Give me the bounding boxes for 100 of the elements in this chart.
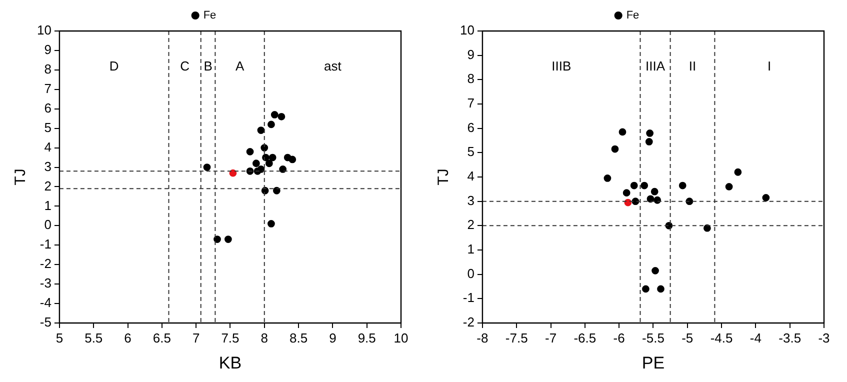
x-tick-label: -6 — [613, 330, 625, 346]
y-tick-label: 7 — [467, 96, 474, 111]
y-tick-label: 6 — [467, 120, 474, 135]
x-tick-label: 10 — [394, 330, 408, 346]
point — [288, 156, 296, 164]
point — [257, 126, 265, 134]
point — [214, 236, 221, 243]
annotation: D — [109, 58, 119, 74]
point — [265, 160, 273, 168]
y-axis-title: TJ — [435, 168, 452, 186]
y-tick-label: 0 — [44, 217, 52, 232]
point — [657, 285, 664, 293]
x-tick-label: 8 — [260, 330, 268, 346]
x-axis-title: PE — [642, 353, 665, 372]
y-tick-label: -2 — [40, 256, 52, 272]
point — [646, 130, 654, 137]
point — [224, 236, 232, 243]
point — [618, 128, 626, 136]
point — [646, 195, 654, 203]
y-tick-label: -2 — [462, 314, 474, 330]
x-tick-label: -5 — [682, 330, 694, 346]
x-tick-label: -4.5 — [710, 330, 733, 346]
annotation: A — [235, 58, 244, 74]
x-tick-label: 9.5 — [358, 330, 376, 346]
point — [229, 169, 237, 177]
point — [257, 166, 265, 173]
x-tick-label: -3.5 — [778, 330, 802, 346]
y-tick-label: 6 — [44, 100, 52, 116]
y-tick-label: 2 — [467, 217, 474, 232]
y-tick-label: 2 — [44, 178, 52, 194]
x-tick-label: 9 — [329, 330, 336, 346]
y-tick-label: 10 — [460, 22, 474, 38]
point — [645, 138, 653, 146]
y-tick-label: 1 — [467, 242, 474, 257]
y-tick-label: 1 — [44, 198, 52, 213]
point — [622, 189, 630, 197]
point — [650, 188, 658, 196]
y-tick-label: 5 — [44, 120, 52, 135]
annotation: IIIB — [552, 58, 572, 74]
y-tick-label: 7 — [44, 80, 52, 96]
point — [642, 285, 650, 293]
x-tick-label: 5.5 — [84, 330, 103, 346]
y-tick-label: -1 — [40, 236, 52, 252]
point — [270, 111, 278, 118]
point — [630, 182, 638, 190]
x-tick-label: 7.5 — [221, 330, 240, 346]
y-tick-label: 8 — [467, 71, 474, 86]
y-axis-title: TJ — [12, 168, 30, 186]
y-tick-label: 9 — [44, 42, 52, 58]
y-tick-label: 3 — [467, 192, 474, 208]
point — [203, 164, 211, 171]
point — [268, 154, 276, 162]
y-tick-label: 5 — [467, 144, 474, 160]
annotation: II — [688, 58, 696, 74]
point — [252, 160, 260, 168]
point — [268, 120, 275, 128]
y-tick-label: -5 — [40, 314, 52, 330]
point — [652, 266, 659, 274]
y-tick-label: -1 — [462, 290, 474, 306]
y-tick-label: -4 — [40, 295, 52, 310]
point — [734, 168, 742, 176]
annotation: B — [204, 58, 212, 74]
y-tick-label: 0 — [467, 266, 474, 281]
point — [725, 183, 733, 190]
point — [272, 186, 280, 194]
x-tick-label: -5.5 — [642, 330, 664, 346]
y-tick-label: -3 — [40, 276, 52, 291]
y-tick-label: 8 — [44, 62, 52, 77]
point — [632, 198, 640, 206]
legend-label: Fe — [203, 10, 216, 22]
annotation: C — [180, 58, 190, 74]
point — [279, 166, 287, 173]
legend-label: Fe — [626, 10, 640, 22]
annotation: IIIA — [646, 58, 666, 74]
y-tick-label: 4 — [44, 139, 52, 154]
x-tick-label: 5 — [56, 330, 64, 346]
point — [611, 145, 619, 153]
y-tick-label: 4 — [467, 168, 474, 184]
x-tick-label: -7.5 — [505, 330, 528, 346]
point — [762, 194, 770, 202]
y-tick-label: 3 — [44, 158, 52, 174]
y-tick-label: 10 — [36, 22, 52, 38]
x-tick-label: -8 — [476, 330, 488, 346]
annotation: ast — [324, 58, 342, 74]
x-tick-label: 8.5 — [290, 330, 308, 346]
annotation: I — [768, 58, 772, 74]
point — [654, 196, 662, 204]
y-tick-label: 9 — [467, 46, 474, 62]
point — [604, 174, 612, 182]
x-tick-label: -3 — [818, 330, 830, 346]
point — [246, 148, 254, 156]
x-axis-title: KB — [218, 353, 242, 372]
point — [278, 112, 286, 120]
x-tick-label: 6.5 — [152, 330, 171, 346]
x-tick-label: -7 — [544, 330, 557, 346]
x-tick-label: -4 — [750, 330, 762, 346]
x-tick-label: 7 — [192, 330, 200, 346]
point — [703, 224, 711, 232]
x-tick-label: 6 — [124, 330, 132, 346]
point — [678, 182, 686, 190]
